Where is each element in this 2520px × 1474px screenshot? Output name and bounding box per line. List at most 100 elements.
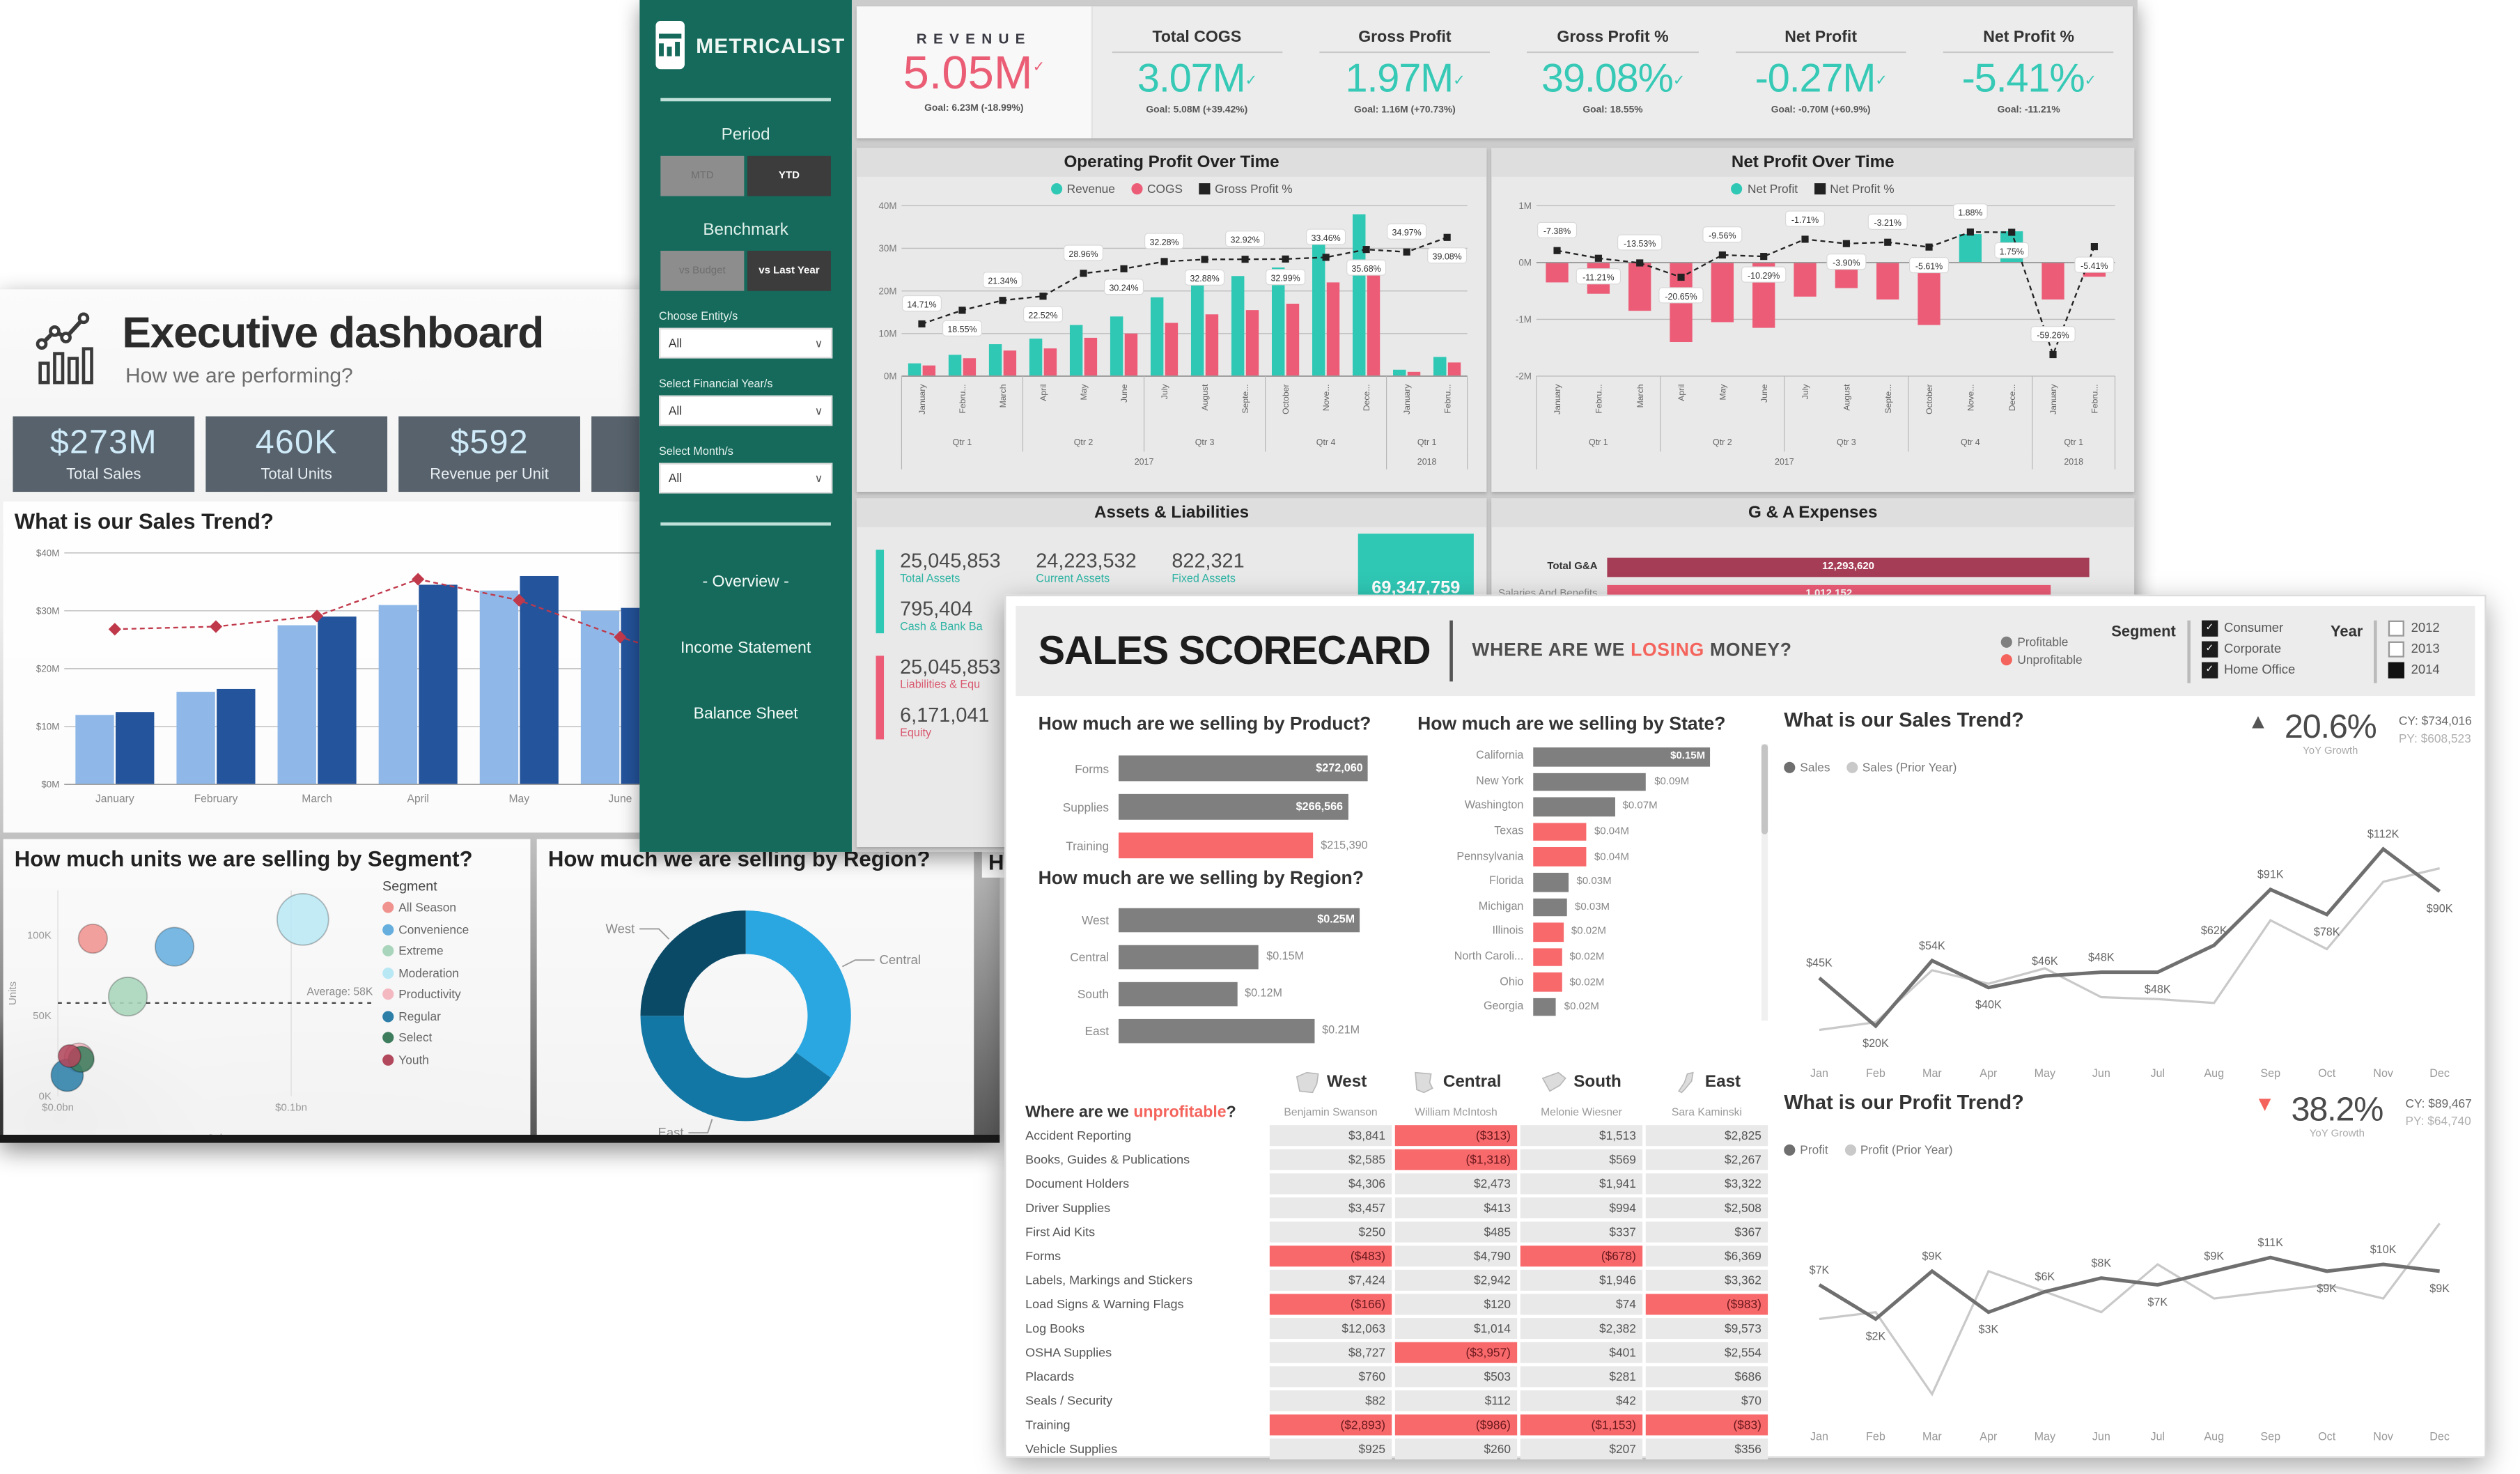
bar-row[interactable]: Training $215,390 <box>1039 826 1368 864</box>
slicer-checkbox[interactable]: ✓ Consumer <box>2201 619 2296 636</box>
period-toggle[interactable]: MTD YTD <box>639 155 852 196</box>
slicer-checkbox[interactable]: ✓ Corporate <box>2201 640 2296 657</box>
unprofitable-table[interactable]: West Central South East Where are we unprofi… <box>1025 1062 1768 1460</box>
table-cell[interactable]: $8,727 <box>1269 1342 1392 1363</box>
bar-row[interactable]: North Caroli... $0.02M <box>1417 945 1710 970</box>
bar-row[interactable]: California $0.15M <box>1417 744 1711 769</box>
table-cell[interactable]: ($1,318) <box>1394 1149 1518 1170</box>
table-cell[interactable]: $120 <box>1394 1294 1518 1315</box>
table-cell[interactable]: ($3,957) <box>1394 1342 1518 1363</box>
table-cell[interactable]: $1,941 <box>1520 1173 1643 1195</box>
slicer-checkbox[interactable]: 2012 <box>2388 619 2440 636</box>
legend-item[interactable]: Select <box>382 1030 469 1045</box>
segment-slicer[interactable]: Segment ✓ Consumer ✓ Corporate ✓ Home Office <box>2111 619 2296 683</box>
table-cell[interactable]: $260 <box>1394 1438 1518 1460</box>
period-button[interactable]: MTD <box>660 155 745 196</box>
table-cell[interactable]: $2,382 <box>1520 1318 1643 1340</box>
table-cell[interactable]: $42 <box>1520 1390 1643 1411</box>
table-cell[interactable]: $994 <box>1520 1197 1643 1219</box>
table-cell[interactable]: ($678) <box>1520 1246 1643 1267</box>
table-cell[interactable]: ($986) <box>1394 1414 1518 1436</box>
table-cell[interactable]: $7,424 <box>1269 1269 1392 1291</box>
period-button[interactable]: YTD <box>747 155 831 196</box>
product-bar-chart[interactable]: Forms $272,060 Supplies $266,566 Training $21… <box>1039 749 1368 864</box>
table-cell[interactable]: $74 <box>1520 1294 1643 1315</box>
bar-row[interactable]: New York $0.09M <box>1417 769 1710 794</box>
legend-item[interactable]: Convenience <box>382 922 469 936</box>
scrollbar[interactable] <box>1761 744 1768 1021</box>
bar-row[interactable]: Florida $0.03M <box>1417 869 1710 894</box>
table-cell[interactable]: $401 <box>1520 1342 1643 1363</box>
table-cell[interactable]: $9,573 <box>1645 1318 1768 1340</box>
table-cell[interactable]: ($2,893) <box>1269 1414 1392 1436</box>
table-cell[interactable]: ($983) <box>1645 1294 1768 1315</box>
table-cell[interactable]: $413 <box>1394 1197 1518 1219</box>
table-cell[interactable]: $12,063 <box>1269 1318 1392 1340</box>
state-bar-chart[interactable]: California $0.15M New York $0.09M Washington… <box>1417 744 1711 1020</box>
table-cell[interactable]: $337 <box>1520 1221 1643 1243</box>
slicer-checkbox[interactable]: 2014 <box>2388 661 2440 678</box>
legend-item[interactable]: Productivity <box>382 987 469 1002</box>
table-cell[interactable]: $503 <box>1394 1366 1518 1388</box>
sidebar-nav-item[interactable]: Income Statement <box>680 639 811 658</box>
table-cell[interactable]: $2,473 <box>1394 1173 1518 1195</box>
table-cell[interactable]: ($166) <box>1269 1294 1392 1315</box>
table-cell[interactable]: $1,014 <box>1394 1318 1518 1340</box>
profit-trend-line-chart[interactable]: $7K $2K $9K $3K $6K $8K $7K $9K $11K $9K $10K $9K Ja… <box>1784 1157 2472 1454</box>
table-cell[interactable]: $925 <box>1269 1438 1392 1460</box>
slicer-checkbox[interactable]: ✓ Home Office <box>2201 661 2295 678</box>
bar-row[interactable]: Illinois $0.02M <box>1417 920 1710 945</box>
filter-dropdown[interactable]: All ∨ <box>659 463 833 494</box>
bar-row[interactable]: Georgia $0.02M <box>1417 995 1710 1020</box>
table-cell[interactable]: $4,790 <box>1394 1246 1518 1267</box>
table-cell[interactable]: $2,825 <box>1645 1125 1768 1147</box>
table-cell[interactable]: ($1,153) <box>1520 1414 1643 1436</box>
bar-row[interactable]: Texas $0.04M <box>1417 819 1710 844</box>
bar-row[interactable]: East $0.21M <box>1039 1013 1360 1050</box>
table-cell[interactable]: $2,508 <box>1645 1197 1768 1219</box>
legend-item[interactable]: All Season <box>382 900 469 915</box>
table-cell[interactable]: $112 <box>1394 1390 1518 1411</box>
slicer-checkbox[interactable]: 2013 <box>2388 640 2440 657</box>
table-cell[interactable]: $569 <box>1520 1149 1643 1170</box>
table-cell[interactable]: $250 <box>1269 1221 1392 1243</box>
legend-item[interactable]: Regular <box>382 1009 469 1023</box>
table-cell[interactable]: $2,267 <box>1645 1149 1768 1170</box>
table-cell[interactable]: ($83) <box>1645 1414 1768 1436</box>
table-cell[interactable]: $2,942 <box>1394 1269 1518 1291</box>
table-cell[interactable]: $3,457 <box>1269 1197 1392 1219</box>
segment-legend[interactable]: Segment All Season Convenience Extreme Moder… <box>382 877 469 1066</box>
table-cell[interactable]: $2,585 <box>1269 1149 1392 1170</box>
benchmark-button[interactable]: vs Budget <box>660 250 745 291</box>
sidebar-nav-item[interactable]: Balance Sheet <box>693 705 798 724</box>
table-cell[interactable]: $2,554 <box>1645 1342 1768 1363</box>
bar-row[interactable]: Supplies $266,566 <box>1039 788 1368 826</box>
filter-dropdown[interactable]: All ∨ <box>659 395 833 426</box>
benchmark-toggle[interactable]: vs Budget vs Last Year <box>639 250 852 291</box>
bar-row[interactable]: West $0.25M <box>1039 901 1360 938</box>
net-profit-chart[interactable]: -2M -1M 0M 1M -7.38% -11.21% -13.53% -20.65% -9.… <box>1491 196 2134 494</box>
table-cell[interactable]: $367 <box>1645 1221 1768 1243</box>
table-cell[interactable]: $3,322 <box>1645 1173 1768 1195</box>
bar-row[interactable]: Pennsylvania $0.04M <box>1417 844 1710 869</box>
bar-row[interactable]: Forms $272,060 <box>1039 749 1368 787</box>
sidebar-nav-item[interactable]: - Overview - <box>702 573 789 592</box>
table-cell[interactable]: $485 <box>1394 1221 1518 1243</box>
table-cell[interactable]: $356 <box>1645 1438 1768 1460</box>
table-cell[interactable]: $760 <box>1269 1366 1392 1388</box>
table-cell[interactable]: $207 <box>1520 1438 1643 1460</box>
legend-item[interactable]: Moderation <box>382 965 469 979</box>
benchmark-button[interactable]: vs Last Year <box>747 250 831 291</box>
table-cell[interactable]: $4,306 <box>1269 1173 1392 1195</box>
table-cell[interactable]: ($313) <box>1394 1125 1518 1147</box>
legend-item[interactable]: Youth <box>382 1052 469 1066</box>
operating-profit-chart[interactable]: 0M 10M 20M 30M 40M 14.71% 18.55% 21.34% 22.52% 28… <box>857 196 1487 494</box>
table-cell[interactable]: ($483) <box>1269 1246 1392 1267</box>
table-cell[interactable]: $686 <box>1645 1366 1768 1388</box>
bar-row[interactable]: Michigan $0.03M <box>1417 894 1710 920</box>
table-cell[interactable]: $70 <box>1645 1390 1768 1411</box>
legend-item[interactable]: Extreme <box>382 943 469 958</box>
region-bar-chart[interactable]: West $0.25M Central $0.15M South $0.12M East $0… <box>1039 901 1360 1049</box>
bar-row[interactable]: Ohio $0.02M <box>1417 970 1710 995</box>
segment-scatter-chart[interactable]: $0.0bn $0.1bn 0K 50K 100K Average: 58K Units Sa… <box>3 871 383 1153</box>
